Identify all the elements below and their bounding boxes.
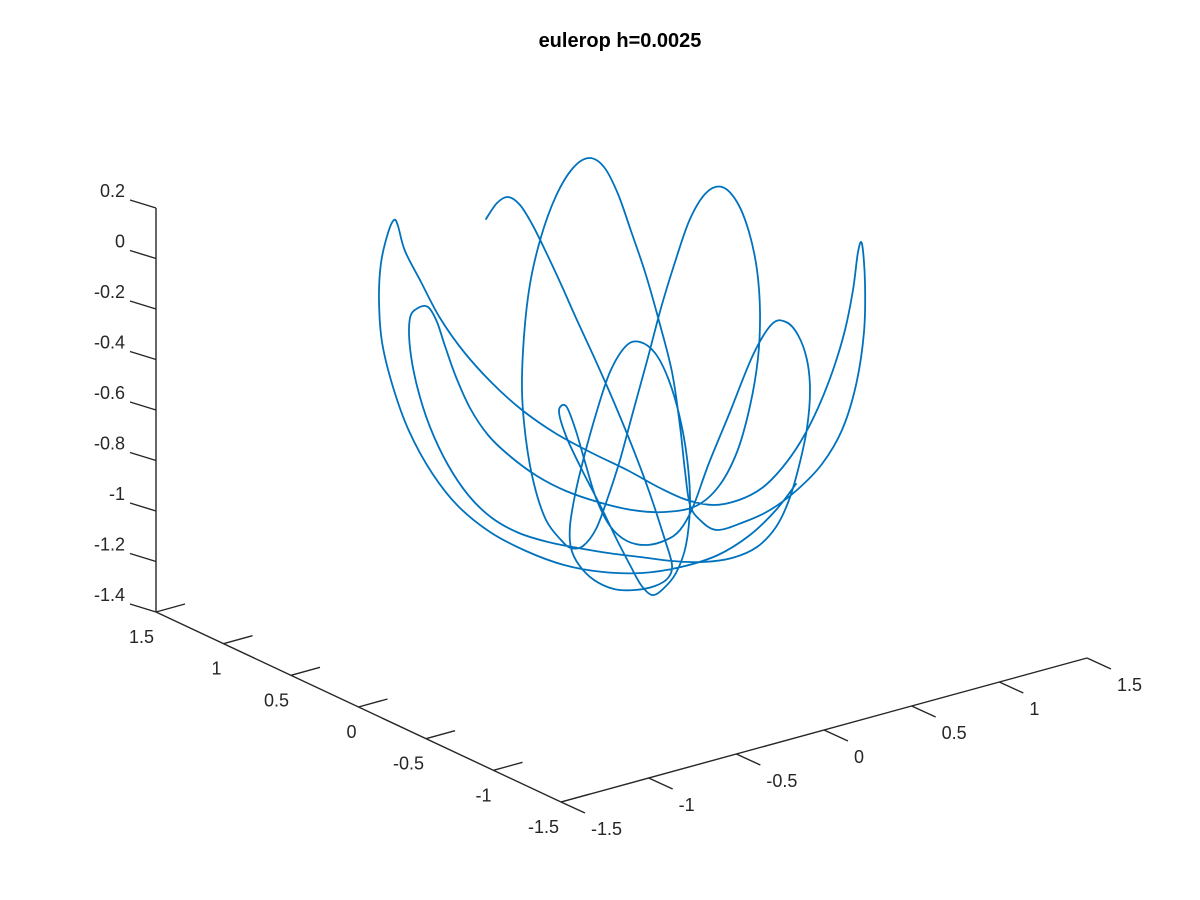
z-tick-label: -1.2 [94,535,125,555]
z-tick-mark [129,199,157,209]
z-tick-mark [129,552,157,563]
left-floor-axis: 1.5 1 0.5 0 -0.5 -1 -1.5 [129,603,591,837]
left-tick-mark [223,634,253,645]
z-tick-label: -0.2 [94,282,125,302]
right-floor-ticks: -1.5 -1 -0.5 0 0.5 1 1.5 [560,657,1142,839]
left-tick-label: -1 [475,785,491,805]
left-tick-mark [290,666,321,677]
right-tick-mark [560,801,586,814]
left-tick-mark [425,729,456,740]
left-tick-label: 0.5 [264,690,289,710]
right-tick-label: 0.5 [942,723,967,743]
left-tick-label: 1.5 [129,627,154,647]
chart-title: eulerop h=0.0025 [539,30,702,52]
left-floor-ticks: 1.5 1 0.5 0 -0.5 -1 -1.5 [129,603,591,837]
z-tick-label: 0 [115,232,125,252]
right-floor-axis: -1.5 -1 -0.5 0 0.5 1 1.5 [560,657,1142,839]
left-tick-label: -1.5 [528,817,559,837]
z-tick-label: -1 [109,484,125,504]
right-tick-mark [823,729,849,742]
right-tick-label: -0.5 [766,771,797,791]
right-tick-mark [999,681,1024,694]
right-tick-label: -1 [679,795,695,815]
z-tick-mark [129,401,157,411]
left-tick-label: 1 [211,659,221,679]
right-tick-mark [736,753,761,766]
right-tick-label: -1.5 [591,819,622,839]
right-tick-label: 1.5 [1117,675,1142,695]
z-tick-label: -1.4 [94,585,125,605]
z-tick-label: 0.2 [100,181,125,201]
right-tick-mark [911,705,936,718]
z-tick-mark [129,300,157,310]
z-axis: 0.2 0 -0.2 -0.4 -0.6 -0.8 -1 -1.2 -1.4 [94,181,157,613]
z-tick-label: -0.8 [94,434,125,454]
left-tick-label: -0.5 [393,754,424,774]
trajectory-line [378,157,867,596]
left-tick-mark [155,603,186,613]
left-tick-label: 0 [346,722,356,742]
left-tick-mark [358,698,388,708]
right-tick-label: 1 [1029,699,1039,719]
left-tick-mark [493,761,523,772]
right-tick-mark [1086,657,1112,670]
z-tick-mark [129,603,157,613]
right-tick-label: 0 [854,747,864,767]
right-tick-mark [648,777,673,790]
z-tick-mark [129,451,157,462]
z-tick-label: -0.4 [94,333,125,353]
z-tick-label: -0.6 [94,383,125,403]
z-tick-mark [129,350,157,361]
series-layer [378,157,867,596]
z-tick-mark [129,502,157,512]
z-ticks: 0.2 0 -0.2 -0.4 -0.6 -0.8 -1 -1.2 -1.4 [94,181,157,613]
z-tick-mark [129,249,157,260]
